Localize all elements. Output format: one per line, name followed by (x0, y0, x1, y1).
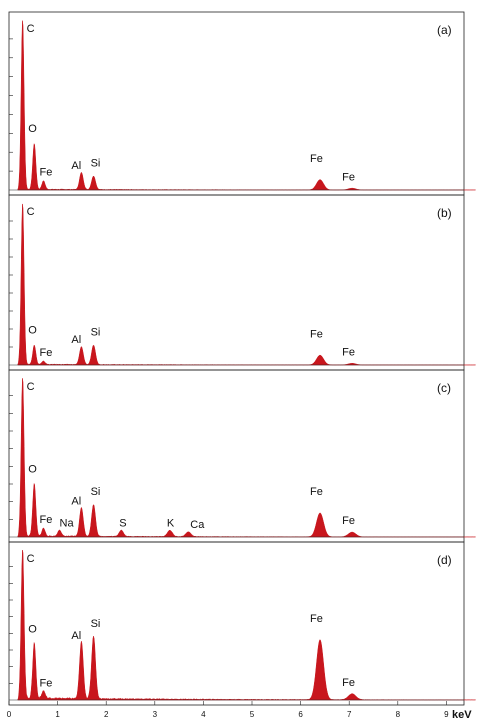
peak-label-al: Al (71, 495, 81, 507)
peak-label-o: O (28, 624, 37, 636)
spectrum-area (17, 20, 476, 191)
x-tick-label: 2 (104, 710, 109, 719)
peak-label-o: O (28, 464, 37, 476)
peak-label-al: Al (71, 630, 81, 642)
panel-tag: (b) (437, 206, 452, 220)
spectrum-panel-c: C O Fe Na Al Si S K Ca Fe Fe (c) (8, 369, 476, 543)
x-axis-unit-label: keV (452, 709, 472, 721)
peak-label-fe: Fe (342, 346, 355, 358)
x-tick-label: 8 (396, 710, 401, 719)
spectrum-area (17, 203, 476, 366)
peak-label-na: Na (60, 518, 75, 530)
peak-label-o: O (28, 325, 37, 337)
peak-label-si: Si (91, 618, 101, 630)
peak-label-fe: Fe (342, 677, 355, 689)
peak-label-fe: Fe (310, 613, 323, 625)
peak-label-s: S (119, 518, 126, 530)
peak-label-fe: Fe (310, 328, 323, 340)
peak-label-c: C (27, 23, 35, 35)
peak-label-al: Al (71, 160, 81, 172)
peak-label-fe: Fe (40, 347, 53, 359)
x-tick-label: 5 (250, 710, 255, 719)
peak-label-fe: Fe (40, 167, 53, 179)
spectrum-panel-d: C O Fe Al Si Fe Fe (d) (8, 541, 476, 706)
x-tick-label: 3 (153, 710, 158, 719)
peak-label-fe: Fe (342, 171, 355, 183)
panel-frame (8, 369, 465, 543)
peak-label-fe: Fe (310, 486, 323, 498)
x-tick-label: 4 (201, 710, 206, 719)
panel-tag: (a) (437, 23, 452, 37)
spectrum-area (17, 378, 476, 538)
peak-label-al: Al (71, 334, 81, 346)
peak-label-si: Si (91, 327, 101, 339)
peak-label-o: O (28, 123, 37, 135)
spectrum-area (17, 549, 476, 701)
x-tick-label: 9 (444, 710, 449, 719)
spectrum-panel-a: C O Fe Al Si Fe Fe (a) (8, 11, 476, 196)
peak-label-c: C (27, 381, 35, 393)
peak-label-si: Si (91, 486, 101, 498)
peak-label-fe: Fe (342, 515, 355, 527)
panel-frame (8, 541, 465, 706)
peak-label-fe: Fe (40, 514, 53, 526)
peak-label-ca: Ca (190, 519, 205, 531)
peak-label-fe: Fe (310, 153, 323, 165)
x-tick-label: 1 (55, 710, 60, 719)
x-tick-label: 0 (7, 710, 12, 719)
peak-label-c: C (27, 206, 35, 218)
panel-tag: (c) (437, 381, 451, 395)
peak-label-fe: Fe (40, 678, 53, 690)
x-tick-label: 6 (298, 710, 303, 719)
peak-label-c: C (27, 553, 35, 565)
panel-tag: (d) (437, 553, 452, 567)
peak-label-si: Si (91, 157, 101, 169)
x-tick-label: 7 (347, 710, 352, 719)
peak-label-k: K (167, 518, 175, 530)
